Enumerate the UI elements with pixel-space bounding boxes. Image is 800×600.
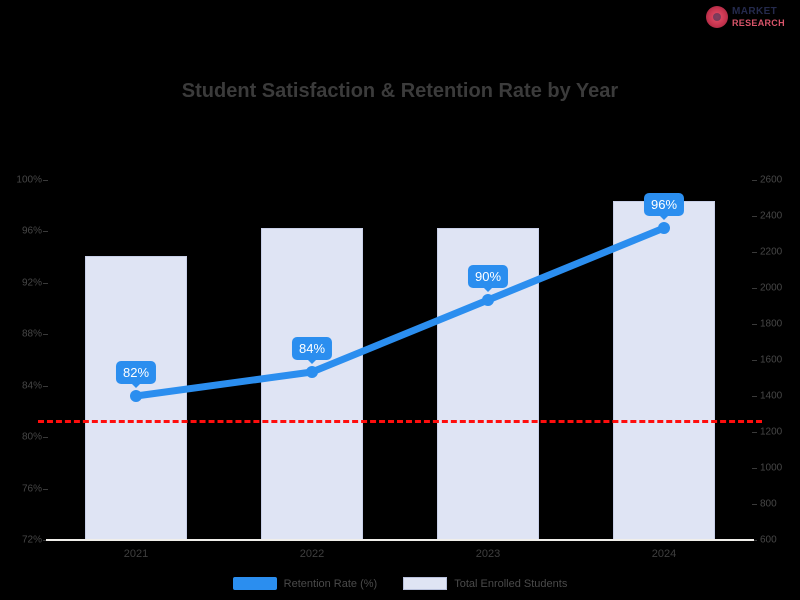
y-axis-left-tick: 72% (21, 534, 42, 546)
y-axis-right-tick: 1000 (760, 462, 783, 474)
line-series-svg (130, 222, 670, 402)
y-axis-left-tick-mark (43, 282, 48, 284)
line-data-points (130, 222, 670, 402)
y-axis-right-tick-mark (752, 288, 757, 289)
x-axis-tick-label: 2024 (651, 548, 677, 560)
legend-label: Retention Rate (%) (283, 577, 378, 590)
legend-item[interactable]: Total Enrolled Students (403, 577, 567, 590)
y-axis-right-tick-mark (752, 252, 757, 253)
bar[interactable] (260, 228, 364, 540)
y-axis-left-tick: 84% (21, 380, 42, 392)
y-axis-right-tick-mark (752, 216, 757, 217)
y-axis-left-tick: 96% (21, 225, 42, 237)
logo-wordmark: MARKET RESEARCH (732, 5, 785, 28)
y-axis-right-tick: 2600 (760, 174, 783, 186)
y-axis-left-tick-mark (43, 334, 48, 336)
data-label: 96% (643, 193, 685, 220)
y-axis-left-tick: 88% (21, 328, 42, 340)
y-axis-right-tick: 1200 (760, 426, 783, 438)
y-axis-left-tick-mark (43, 488, 48, 490)
y-axis-right-tick: 1600 (760, 354, 783, 366)
line-data-point[interactable] (306, 366, 318, 378)
y-axis-right-tick: 1800 (760, 318, 783, 330)
legend-item[interactable]: Retention Rate (%) (232, 577, 378, 590)
logo-emblem-icon (706, 6, 728, 28)
threshold-line (38, 420, 762, 423)
y-axis-left-tick-mark (43, 385, 48, 387)
chart-legend: Retention Rate (%) Total Enrolled Student… (0, 577, 800, 590)
y-axis-right-tick-mark (752, 468, 757, 469)
legend-swatch-icon (403, 577, 448, 590)
y-axis-right-tick: 2400 (760, 210, 783, 222)
y-axis-right-tick-mark (752, 396, 757, 397)
y-axis-right-tick: 1400 (760, 390, 783, 402)
legend-label: Total Enrolled Students (454, 577, 568, 590)
y-axis-right-tick-mark (752, 360, 757, 361)
y-axis-right-tick-mark (752, 504, 757, 505)
y-axis-right-tick: 2200 (760, 246, 783, 258)
y-axis-right-tick-mark (752, 180, 757, 181)
chart-title: Student Satisfaction & Retention Rate by… (181, 80, 619, 102)
y-axis-left-tick: 100% (16, 174, 42, 186)
line-data-point[interactable] (658, 222, 670, 234)
legend-swatch-icon (232, 577, 277, 590)
x-axis-tick-label: 2022 (299, 548, 325, 560)
y-axis-right-tick-mark (752, 324, 757, 325)
y-axis-left-tick-mark (43, 540, 48, 541)
y-axis-left-tick-mark (43, 437, 48, 439)
logo-line-2: RESEARCH (732, 17, 785, 28)
x-axis-tick-label: 2021 (123, 548, 149, 560)
y-axis-right-tick: 800 (760, 498, 777, 510)
line-data-point[interactable] (482, 294, 494, 306)
x-axis-tick-label: 2023 (475, 548, 501, 560)
data-label: 82% (115, 361, 157, 388)
y-axis-right-tick: 600 (760, 534, 777, 546)
data-label: 90% (467, 265, 509, 292)
chart-plot-area: 100% 96% 92% 88% 84% 80% 76% 72% 2600 2400 2200 20… (16, 175, 782, 561)
y-axis-right-tick: 2000 (760, 282, 783, 294)
brand-logo: MARKET RESEARCH (706, 4, 794, 30)
x-axis-line (46, 539, 754, 541)
line-data-point[interactable] (130, 390, 142, 402)
y-axis-left-tick: 80% (21, 431, 42, 443)
y-axis-left-tick: 92% (21, 277, 42, 289)
retention-line (132, 224, 668, 400)
data-label: 84% (291, 337, 333, 364)
y-axis-right-tick-mark (752, 432, 757, 433)
y-axis-left-tick: 76% (21, 483, 42, 495)
logo-line-1: MARKET (732, 5, 778, 17)
y-axis-left-tick-mark (43, 231, 48, 233)
y-axis-left-tick-mark (43, 180, 48, 181)
y-axis-right-tick-mark (752, 540, 757, 541)
